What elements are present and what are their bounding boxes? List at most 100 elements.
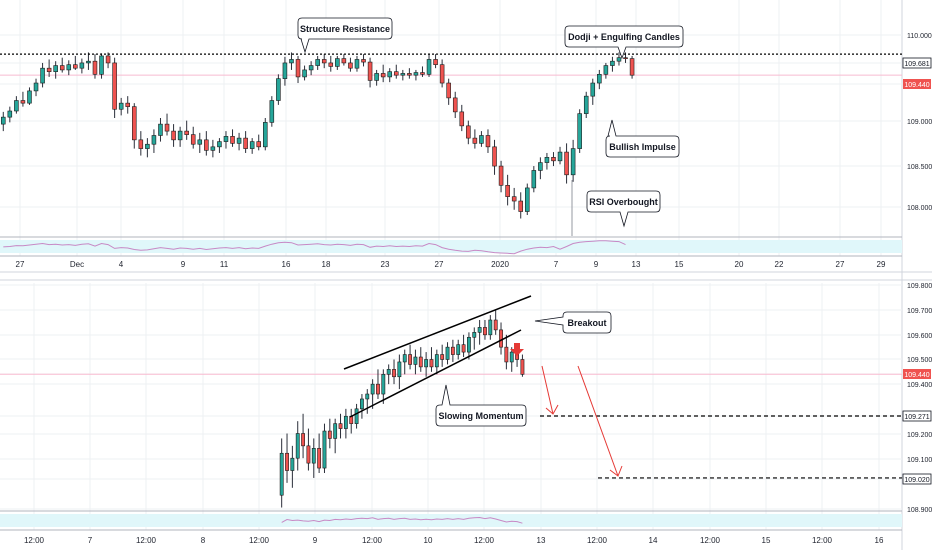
x-tick-label: 14 [649, 536, 658, 545]
x-tick-label: 23 [381, 260, 390, 269]
candle [426, 59, 432, 75]
x-tick-label: 12:00 [700, 536, 721, 545]
y-tick-label: 109.400 [907, 382, 932, 389]
candle [27, 90, 32, 104]
candle [498, 165, 504, 186]
x-tick-label: 9 [313, 536, 318, 545]
candle [570, 148, 576, 176]
candle [392, 369, 396, 378]
callout-box [586, 190, 661, 228]
x-tick-label: 10 [424, 536, 433, 545]
candle [308, 65, 314, 71]
candle [456, 344, 461, 355]
candle [367, 61, 373, 81]
candle [407, 73, 412, 76]
candle [145, 143, 150, 149]
x-tick-label: 29 [877, 260, 886, 269]
candle [544, 157, 550, 163]
candle [349, 415, 354, 424]
callout: Structure Resistance [297, 17, 393, 54]
callout-label: RSI Overbought [589, 197, 658, 207]
candle [197, 139, 203, 145]
candle [459, 111, 465, 127]
candle [79, 62, 85, 69]
y-tick-label: 110.000 [907, 33, 932, 40]
candle [504, 346, 509, 363]
candle [413, 72, 419, 76]
candle [263, 122, 268, 148]
candle [370, 383, 375, 395]
x-tick-label: 18 [322, 260, 331, 269]
price-marker-box [902, 57, 932, 69]
x-tick-label: 27 [435, 260, 444, 269]
candle [249, 141, 255, 149]
candle [7, 110, 13, 118]
candle [424, 359, 429, 368]
candle [597, 73, 602, 84]
candle [343, 415, 348, 429]
candle [479, 135, 484, 144]
candle [429, 359, 434, 368]
wedge-upper-line [343, 295, 532, 370]
candle [317, 448, 322, 469]
x-tick-label: 11 [220, 260, 229, 269]
candle [341, 58, 347, 64]
candle [380, 73, 386, 78]
x-tick-label: 27 [836, 260, 845, 269]
candle [483, 327, 487, 336]
y-tick-label: 109.600 [907, 333, 932, 340]
candle [118, 102, 124, 110]
x-tick-label: 4 [119, 260, 124, 269]
candle [40, 67, 45, 84]
callout: Dodji + Engulfing Candles [564, 25, 684, 60]
candle [461, 344, 466, 353]
y-tick-label: 109.500 [907, 357, 932, 364]
x-tick-label: Dec [70, 260, 84, 269]
candle [315, 59, 320, 66]
candle [452, 97, 458, 113]
callout-box [534, 311, 612, 334]
candle [151, 135, 157, 145]
candle [177, 130, 183, 141]
candle [285, 452, 289, 471]
candle [583, 95, 589, 114]
candle [386, 369, 391, 375]
candle [381, 373, 386, 395]
candle [125, 102, 130, 107]
candle [467, 336, 471, 353]
candle [376, 383, 380, 395]
candle [243, 137, 248, 149]
candle [99, 55, 104, 75]
candle [348, 62, 353, 69]
candle [105, 55, 111, 64]
x-tick-label: 16 [875, 536, 884, 545]
price-marker-label: 109.020 [904, 477, 929, 484]
x-tick-label: 12:00 [136, 536, 157, 545]
candle [360, 398, 364, 410]
x-tick-label: 15 [762, 536, 771, 545]
x-tick-label: 12:00 [474, 536, 495, 545]
x-tick-label: 13 [632, 260, 641, 269]
candle [488, 319, 493, 336]
candle [289, 59, 294, 64]
candle [557, 151, 563, 162]
candle [295, 433, 300, 459]
candle [577, 113, 582, 149]
callout-label: Dodji + Engulfing Candles [568, 32, 680, 42]
candle [1, 116, 6, 125]
x-tick-label: 12:00 [812, 536, 833, 545]
price-marker-box [902, 410, 932, 422]
candle [564, 151, 569, 176]
candle [46, 67, 52, 72]
candle [610, 60, 615, 66]
candle [164, 123, 170, 132]
x-tick-label: 12:00 [24, 536, 45, 545]
y-tick-label: 109.700 [907, 308, 932, 315]
callout: RSI Overbought [586, 190, 661, 228]
candle [322, 430, 327, 469]
candle [158, 123, 163, 136]
candle [387, 71, 392, 78]
candle [73, 64, 78, 69]
